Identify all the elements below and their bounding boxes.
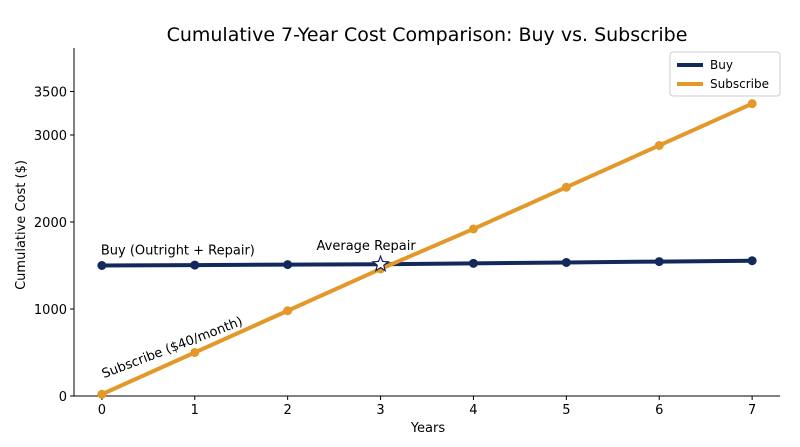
series-line-subscribe: [99, 101, 755, 397]
series-line-buy: [99, 258, 755, 268]
y-tick-label: 1000: [34, 303, 67, 318]
data-point-buy: [283, 260, 293, 270]
data-point-subscribe: [283, 306, 293, 316]
legend: Buy Subscribe: [669, 51, 781, 97]
y-tick-label: 3000: [34, 129, 67, 144]
y-axis-title: Cumulative Cost ($): [14, 160, 29, 290]
x-tick-label: 7: [748, 403, 756, 418]
data-point-subscribe: [747, 99, 757, 109]
plot-area: 0 1 2 3 4 5 6 7 0 1000 2000 3000 3500 Buy (Outright +…: [34, 48, 780, 418]
y-tick-label: 0: [59, 390, 67, 405]
data-point-subscribe: [190, 348, 200, 357]
x-tick-label: 5: [562, 403, 570, 418]
y-tick-label: 2000: [34, 216, 67, 231]
x-tick-label: 6: [655, 403, 663, 418]
data-point-subscribe: [468, 224, 478, 234]
data-point-subscribe: [561, 182, 571, 192]
x-tick-label: 3: [376, 403, 384, 418]
data-point-buy: [468, 258, 478, 268]
data-point-buy: [747, 256, 757, 266]
x-tick-label: 1: [191, 403, 199, 418]
star-marker: [371, 254, 390, 273]
legend-label-subscribe: Subscribe: [710, 77, 769, 91]
data-point-buy: [190, 260, 200, 270]
x-tick-label: 0: [98, 403, 106, 418]
chart-title: Cumulative 7-Year Cost Comparison: Buy v…: [167, 24, 688, 46]
data-point-buy: [561, 257, 571, 267]
data-point-subscribe: [97, 389, 107, 399]
x-tick-label: 2: [284, 403, 292, 418]
legend-label-buy: Buy: [710, 58, 733, 72]
data-point-buy: [654, 257, 664, 267]
x-axis-title: Years: [410, 421, 446, 436]
annotation-buy: Buy (Outright + Repair): [101, 244, 255, 259]
annotation-subscribe: Subscribe ($40/month): [100, 314, 245, 382]
data-point-subscribe: [654, 140, 664, 150]
y-tick-label: 3500: [34, 86, 67, 101]
x-tick-label: 4: [469, 403, 477, 418]
data-point-buy: [97, 261, 107, 270]
annotation-average-repair: Average Repair: [317, 239, 417, 254]
